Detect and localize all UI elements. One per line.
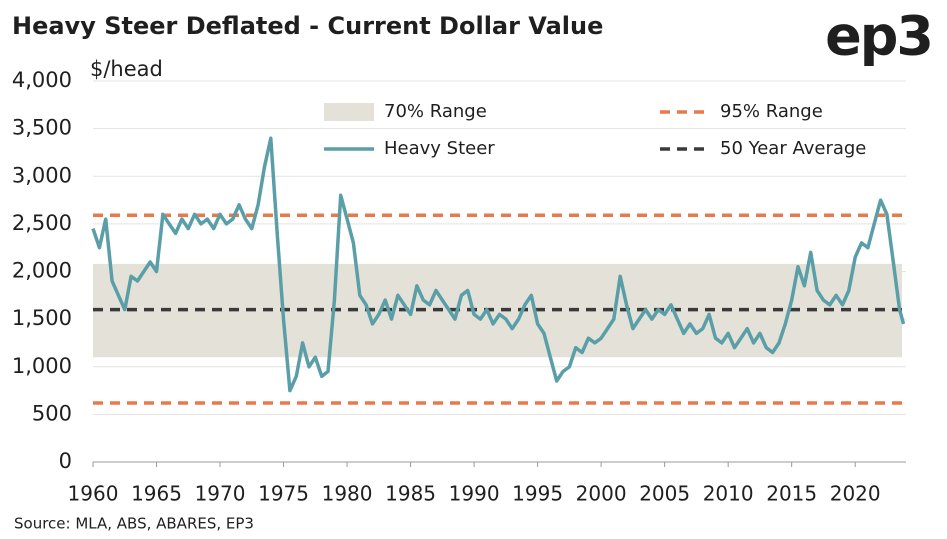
- legend-label: Heavy Steer: [384, 138, 495, 159]
- x-tick-label: 1995: [512, 482, 563, 506]
- y-tick-label: 4,000: [12, 68, 72, 92]
- x-tick-label: 2005: [639, 482, 690, 506]
- series-line: [91, 136, 906, 393]
- x-tick-label: 1960: [68, 482, 119, 506]
- source: Source: MLA, ABS, ABARES, EP3: [14, 515, 254, 533]
- legend-label: 50 Year Average: [720, 138, 866, 159]
- legend-swatch: [324, 103, 374, 121]
- y-axis-label: $/head: [90, 57, 163, 81]
- legend-label: 95% Range: [720, 101, 823, 122]
- y-tick-label: 1,000: [12, 354, 72, 378]
- chart-title: Heavy Steer Deflated - Current Dollar Va…: [12, 12, 603, 40]
- x-tick-label: 1975: [258, 482, 309, 506]
- y-tick-label: 2,500: [12, 211, 72, 235]
- logo: ep3: [825, 5, 932, 68]
- y-tick-label: 0: [59, 449, 72, 473]
- x-tick-label: 2000: [576, 482, 627, 506]
- x-tick-label: 1985: [385, 482, 436, 506]
- x-tick-label: 2015: [766, 482, 817, 506]
- y-tick-label: 3,500: [12, 116, 72, 140]
- x-tick-label: 2010: [703, 482, 754, 506]
- x-tick-label: 1965: [131, 482, 182, 506]
- x-tick-label: 1970: [195, 482, 246, 506]
- y-tick-label: 3,000: [12, 163, 72, 187]
- legend-label: 70% Range: [384, 101, 487, 122]
- y-tick-label: 500: [32, 401, 72, 425]
- x-tick-label: 1990: [449, 482, 500, 506]
- y-tick-label: 2,000: [12, 259, 72, 283]
- x-tick-label: 1980: [322, 482, 373, 506]
- range-band: [93, 263, 902, 358]
- x-tick-label: 2020: [830, 482, 881, 506]
- y-tick-label: 1,500: [12, 306, 72, 330]
